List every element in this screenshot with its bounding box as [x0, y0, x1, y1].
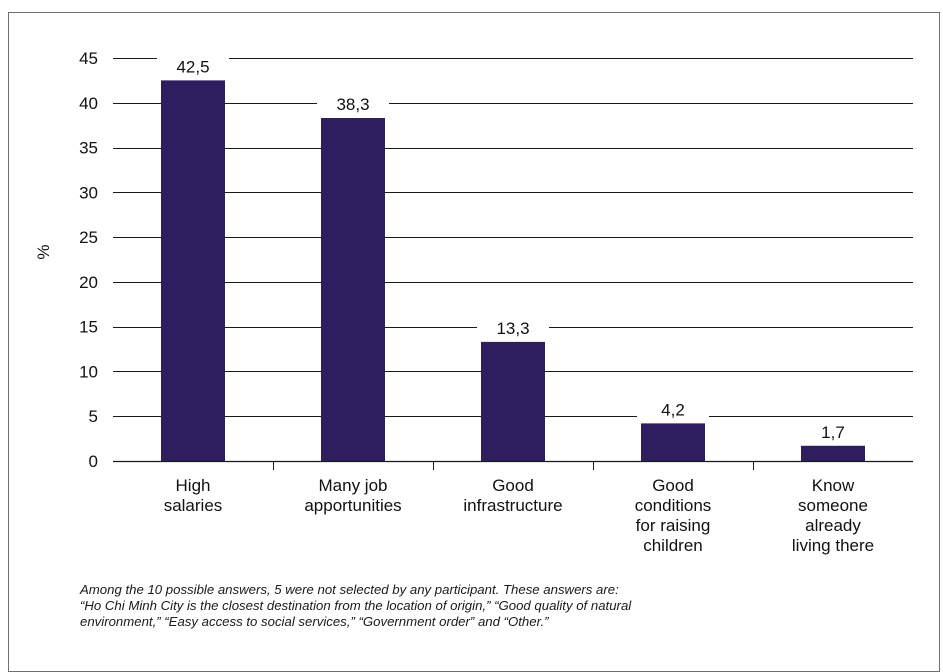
- category-label-line: for raising: [636, 516, 711, 535]
- category-label: Many job apportunities: [304, 476, 401, 515]
- category-label-line: Good: [652, 476, 694, 495]
- category-label-line: apportunities: [304, 496, 401, 515]
- category-label: High salaries: [164, 476, 223, 515]
- chart-footnote: Among the 10 possible answers, 5 were no…: [80, 582, 880, 630]
- bar: [641, 423, 705, 461]
- category-label-line: Good: [492, 476, 534, 495]
- data-label: 4,2: [661, 400, 685, 419]
- bar: [481, 341, 545, 461]
- y-tick-label: 5: [89, 407, 98, 426]
- y-axis-label: %: [34, 244, 53, 259]
- y-tick-label: 20: [79, 273, 98, 292]
- data-label: 13,3: [496, 319, 529, 338]
- y-tick-label: 10: [79, 362, 98, 381]
- bar: [321, 118, 385, 461]
- category-label-line: children: [643, 536, 703, 555]
- category-label-line: Know: [812, 476, 855, 495]
- category-label-line: infrastructure: [463, 496, 562, 515]
- y-tick-label: 15: [79, 318, 98, 337]
- data-label: 38,3: [336, 95, 369, 114]
- data-label: 1,7: [821, 423, 845, 442]
- footnote-line-2: “Ho Chi Minh City is the closest destina…: [80, 598, 632, 613]
- category-label: Good conditions for raising children: [635, 476, 712, 555]
- data-label: 42,5: [176, 57, 209, 76]
- category-label-line: living there: [792, 536, 874, 555]
- y-tick-label: 35: [79, 139, 98, 158]
- y-tick-label: 45: [79, 49, 98, 68]
- bar: [161, 80, 225, 461]
- category-label: Know someone already living there: [792, 476, 874, 555]
- footnote-line-1: Among the 10 possible answers, 5 were no…: [80, 582, 619, 597]
- y-tick-label: 25: [79, 228, 98, 247]
- category-label-line: High: [176, 476, 211, 495]
- category-label-line: Many job: [319, 476, 388, 495]
- y-tick-label: 30: [79, 183, 98, 202]
- category-label-line: salaries: [164, 496, 223, 515]
- category-label-line: conditions: [635, 496, 712, 515]
- footnote-line-3: environment,” “Easy access to social ser…: [80, 614, 549, 629]
- category-label-line: already: [805, 516, 861, 535]
- category-label-line: someone: [798, 496, 868, 515]
- bar: [801, 445, 865, 461]
- category-label: Good infrastructure: [463, 476, 562, 515]
- y-tick-label: 0: [89, 452, 98, 471]
- y-tick-label: 40: [79, 94, 98, 113]
